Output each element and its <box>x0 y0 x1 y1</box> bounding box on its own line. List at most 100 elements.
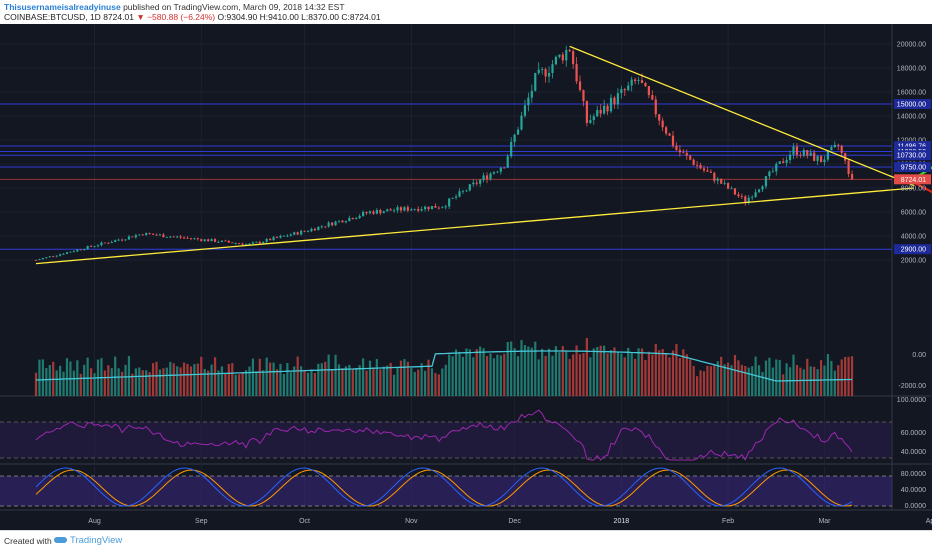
candle-body <box>747 197 750 203</box>
volume-bar <box>654 344 657 396</box>
candle-body <box>637 80 640 82</box>
volume-bar <box>300 366 303 396</box>
volume-bar <box>286 363 289 396</box>
candle-body <box>176 236 179 238</box>
volume-bar <box>837 365 840 396</box>
volume-bar <box>850 356 854 396</box>
volume-bar <box>389 362 392 396</box>
candle-body <box>472 182 475 185</box>
volume-bar <box>103 370 106 396</box>
candle-body <box>761 186 764 190</box>
candle-body <box>510 141 513 157</box>
candle-body <box>806 149 809 156</box>
volume-bar <box>310 369 313 396</box>
candle-body <box>837 144 840 146</box>
volume-bar <box>448 354 451 396</box>
volume-bar <box>138 367 141 396</box>
volume-bar <box>258 358 261 396</box>
candle-body <box>134 235 137 238</box>
candle-body <box>368 211 372 214</box>
candle-body <box>541 69 544 70</box>
candle-body <box>785 159 788 163</box>
price-tick-label: 12000.00 <box>897 138 926 145</box>
candle-body <box>640 80 644 84</box>
candle-body <box>451 197 454 199</box>
volume-bar <box>403 359 406 396</box>
volume-bar <box>596 346 599 396</box>
candle-body <box>823 159 826 163</box>
volume-bar <box>231 363 234 396</box>
candle-body <box>437 207 440 209</box>
candle-body <box>819 156 823 163</box>
candle-body <box>537 69 540 73</box>
volume-bar <box>544 355 547 396</box>
candle-body <box>744 196 747 203</box>
volume-bar <box>337 364 341 396</box>
volume-bar <box>627 347 630 396</box>
volume-tick-label: -2000.00 <box>898 383 926 390</box>
volume-bar <box>534 341 537 396</box>
volume-bar <box>451 356 454 396</box>
volume-bar <box>444 364 447 396</box>
candle-body <box>38 259 41 261</box>
stoch-tick-label: 0.0000 <box>905 503 927 510</box>
trendline <box>35 187 915 265</box>
candle-body <box>72 251 75 253</box>
volume-bar <box>685 354 688 396</box>
stoch-tick-label: 80.0000 <box>901 471 926 478</box>
volume-bar <box>523 345 527 396</box>
candle-body <box>475 182 478 184</box>
candle-body <box>138 234 141 236</box>
volume-bar <box>334 354 337 396</box>
candle-body <box>485 175 489 180</box>
volume-bar <box>510 341 513 396</box>
bearish-arrow-line <box>910 179 932 194</box>
created-with-text: Created with <box>4 536 52 546</box>
volume-bar <box>647 351 650 396</box>
publish-info: published on TradingView.com, March 09, … <box>123 2 345 12</box>
volume-bar <box>516 356 520 396</box>
volume-bar <box>665 353 668 396</box>
volume-bar <box>651 354 654 396</box>
volume-bar <box>489 353 492 396</box>
candle-body <box>238 243 241 244</box>
volume-bar <box>141 370 144 396</box>
volume-bar <box>713 364 716 396</box>
candle-body <box>716 178 719 181</box>
candle-body <box>313 228 316 231</box>
volume-bar <box>458 351 461 396</box>
candle-body <box>448 198 451 207</box>
candle-body <box>193 238 196 240</box>
volume-bar <box>59 365 62 396</box>
volume-bar <box>692 365 695 396</box>
volume-bar <box>248 366 251 396</box>
candle-body <box>616 93 619 105</box>
volume-bar <box>840 359 843 396</box>
candle-body <box>386 209 389 212</box>
candle-body <box>417 208 420 211</box>
volume-bar <box>775 359 778 396</box>
candle-body <box>255 241 258 243</box>
candle-body <box>103 242 106 244</box>
candle-body <box>172 236 175 238</box>
candle-body <box>258 241 261 244</box>
volume-bar <box>623 357 626 396</box>
candle-body <box>589 120 592 123</box>
volume-bar <box>541 348 544 396</box>
candle-body <box>771 171 774 173</box>
rsi-tick-label: 40.0000 <box>901 449 926 456</box>
tradingview-brand[interactable]: TradingView <box>70 535 123 546</box>
rsi-band <box>0 422 892 458</box>
volume-bar <box>423 370 427 396</box>
chart-canvas[interactable]: 20000.00 18000.00 16000.00 14000.00 12000.00… <box>0 24 932 530</box>
author-link[interactable]: Thisusernameisalreadyinuse <box>4 2 121 12</box>
price-tick-label: 16000.00 <box>897 90 926 97</box>
candle-body <box>434 205 437 208</box>
candle-body <box>713 172 716 181</box>
volume-bar <box>551 355 554 396</box>
candle-body <box>699 164 702 169</box>
volume-bar <box>186 363 189 396</box>
candle-body <box>327 222 330 227</box>
candle-body <box>496 171 499 173</box>
volume-bar <box>341 368 344 396</box>
